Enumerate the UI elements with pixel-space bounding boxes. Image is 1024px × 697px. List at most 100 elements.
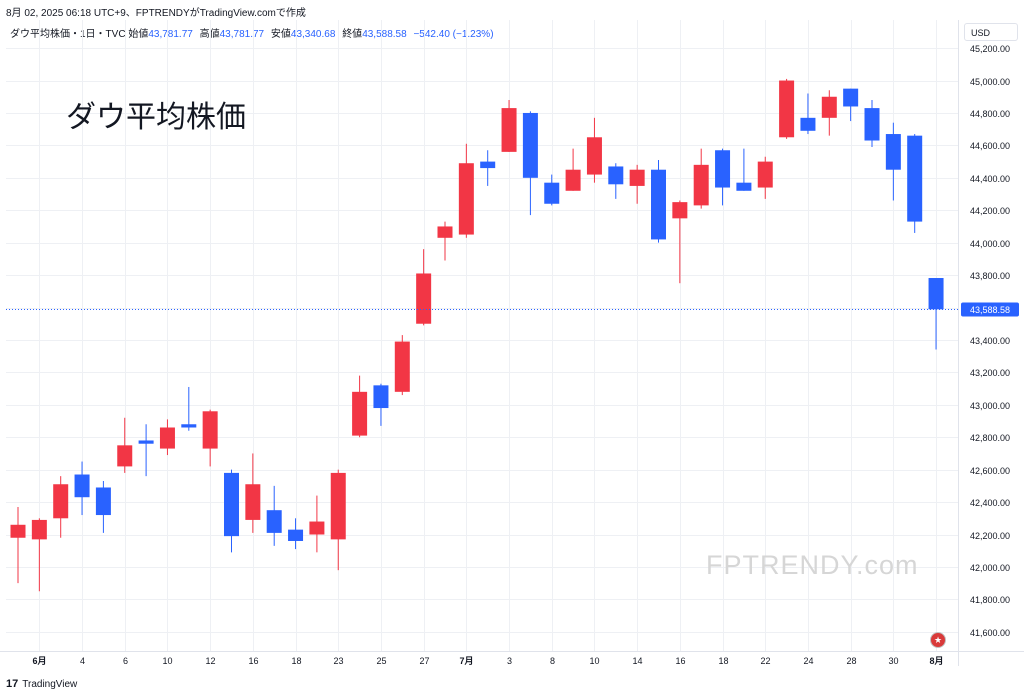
watermark: FPTRENDY.com	[706, 550, 919, 580]
x-tick-label: 27	[419, 656, 429, 666]
x-tick-label: 12	[205, 656, 215, 666]
last-price-label: 43,588.58	[970, 305, 1010, 315]
candle-body	[522, 112, 538, 178]
candle-body	[394, 341, 410, 392]
open-label: 始値	[128, 29, 149, 40]
candle-body	[544, 182, 560, 204]
candle-body	[266, 510, 282, 533]
candle-body	[95, 487, 111, 516]
candle-body	[458, 163, 474, 235]
chart-title-overlay: ダウ平均株価	[66, 100, 246, 135]
candle-body	[31, 519, 47, 540]
y-tick-label: 42,200.00	[970, 531, 1010, 541]
low-value: 43,340.68	[290, 29, 336, 40]
candle-body	[437, 226, 453, 238]
x-tick-label: 28	[846, 656, 856, 666]
candle-body	[629, 169, 645, 186]
candle-body	[651, 169, 666, 240]
low-label: 安値	[270, 29, 291, 40]
tradingview-logo-icon: 17	[6, 678, 19, 690]
x-tick-label: 30	[888, 656, 898, 666]
y-tick-label: 41,600.00	[970, 628, 1010, 638]
candle-body	[10, 524, 26, 538]
last-price-tag	[961, 302, 1019, 317]
symbol-name: ダウ平均株価・1日・TVC	[10, 29, 126, 40]
x-tick-label: 3	[507, 656, 512, 666]
x-tick-label: 14	[632, 656, 642, 666]
candle-body	[672, 202, 688, 219]
x-tick-label: 4	[80, 656, 85, 666]
us-flag-icon[interactable]: ★	[930, 632, 946, 648]
open-value: 43,781.77	[148, 29, 193, 40]
y-tick-label: 44,200.00	[970, 206, 1010, 216]
currency-button[interactable]: USD	[964, 23, 1018, 41]
y-tick-label: 44,600.00	[970, 141, 1010, 151]
x-tick-label: 25	[376, 656, 386, 666]
candle-body	[74, 474, 90, 498]
candle-body	[245, 484, 261, 520]
symbol-legend: ダウ平均株価・1日・TVC 始値43,781.77 高値43,781.77 安値…	[10, 25, 494, 40]
candle-body	[309, 521, 325, 535]
y-tick-label: 44,000.00	[970, 239, 1010, 249]
candle-body	[907, 135, 923, 222]
candle-body	[565, 169, 581, 191]
x-tick-label: 18	[291, 656, 301, 666]
high-value: 43,781.77	[219, 29, 265, 40]
x-tick-label: 16	[248, 656, 258, 666]
x-tick-label: 6月	[32, 656, 46, 666]
candle-body	[736, 182, 752, 191]
candle-body	[117, 445, 133, 467]
x-tick-label: 24	[803, 656, 813, 666]
close-label: 終値	[342, 29, 363, 40]
candle-body	[181, 424, 197, 428]
y-tick-label: 45,200.00	[970, 44, 1010, 54]
candle-body	[608, 166, 624, 185]
candle-body	[202, 411, 218, 449]
x-tick-label: 16	[675, 656, 685, 666]
chart-caption: 8月 02, 2025 06:18 UTC+9、FPTRENDYがTrading…	[6, 8, 306, 19]
x-tick-label: 23	[333, 656, 343, 666]
x-tick-label: 10	[589, 656, 599, 666]
x-tick-label: 22	[760, 656, 770, 666]
candle-body	[885, 134, 901, 170]
y-tick-label: 44,400.00	[970, 174, 1010, 184]
y-tick-label: 42,000.00	[970, 563, 1010, 573]
x-tick-label: 8	[550, 656, 555, 666]
candle-body	[138, 440, 154, 444]
candle-body	[352, 391, 368, 436]
candle-body	[821, 96, 837, 118]
tradingview-logo-text: TradingView	[22, 678, 78, 690]
x-tick-label: 10	[162, 656, 172, 666]
y-tick-label: 43,800.00	[970, 271, 1010, 281]
y-tick-label: 43,000.00	[970, 401, 1010, 411]
tradingview-logo[interactable]: 17 TradingView	[6, 678, 77, 690]
candle-body	[330, 472, 346, 540]
candle-body	[224, 472, 239, 537]
candle-body	[693, 164, 709, 206]
x-tick-label: 6	[123, 656, 128, 666]
candle-body	[864, 108, 880, 141]
high-label: 高値	[199, 29, 220, 40]
candle-body	[416, 273, 432, 324]
candle-body	[715, 150, 731, 188]
candle-body	[928, 278, 944, 310]
candle-body	[586, 137, 602, 175]
candle-body	[288, 529, 304, 541]
x-tick-label: 8月	[929, 656, 943, 666]
candle-body	[159, 427, 175, 449]
candle-body	[843, 88, 859, 107]
change-value: −542.40 (−1.23%)	[413, 29, 494, 40]
price-scale[interactable]	[958, 20, 1024, 666]
candle-body	[779, 80, 795, 138]
x-tick-label: 18	[718, 656, 728, 666]
candle-body	[757, 161, 773, 188]
candle-body	[373, 385, 389, 409]
candle-body	[800, 117, 816, 131]
y-tick-label: 42,800.00	[970, 433, 1010, 443]
x-tick-label: 7月	[459, 656, 473, 666]
y-tick-label: 41,800.00	[970, 595, 1010, 605]
y-tick-label: 42,400.00	[970, 498, 1010, 508]
close-value: 43,588.58	[362, 29, 407, 40]
y-tick-label: 44,800.00	[970, 109, 1010, 119]
